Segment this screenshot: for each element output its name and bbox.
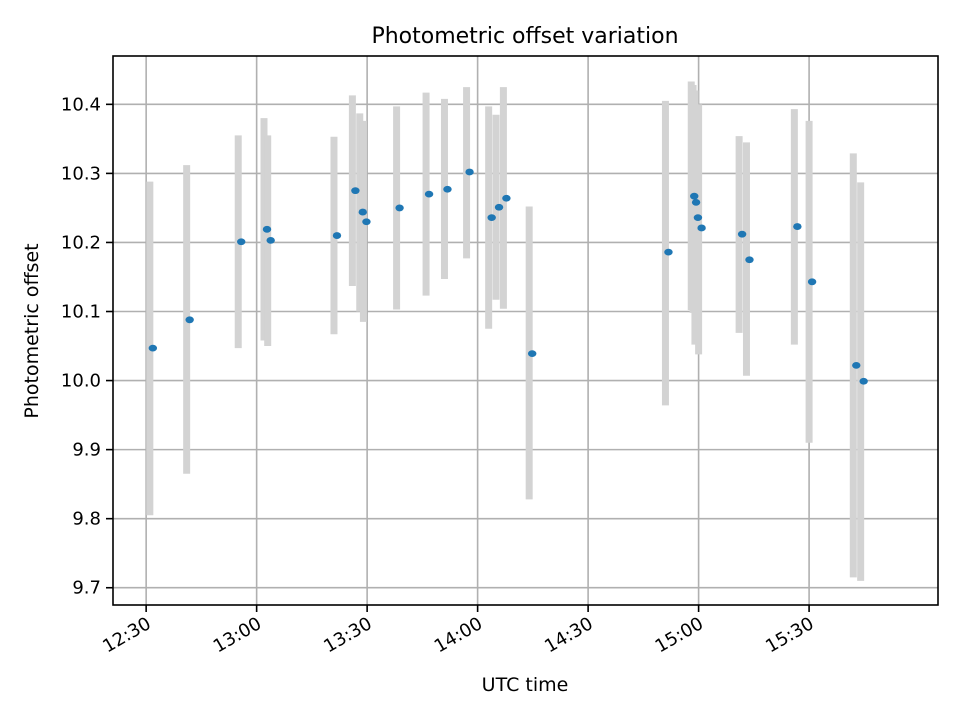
y-tick-label: 10.4 <box>61 94 101 115</box>
data-point <box>691 199 701 206</box>
data-point <box>690 192 699 200</box>
y-tick-label: 9.7 <box>72 578 101 599</box>
data-point <box>745 256 754 264</box>
data-point <box>395 204 404 212</box>
x-tick-label: 15:30 <box>762 613 817 657</box>
data-point <box>237 238 246 246</box>
data-point <box>424 190 434 198</box>
data-point <box>465 168 474 176</box>
y-axis-ticks: 9.7 9.8 9.9 10.0 10.1 10.2 10.3 10.4 <box>61 94 113 599</box>
data-point <box>487 214 496 221</box>
data-point <box>737 230 747 238</box>
data-point <box>148 344 158 352</box>
y-axis-label: Photometric offset <box>21 243 43 418</box>
y-tick-label: 9.9 <box>72 440 101 461</box>
plot-frame <box>112 55 939 606</box>
y-tick-label: 10.2 <box>61 232 101 253</box>
data-point <box>262 225 272 233</box>
data-point <box>266 236 275 244</box>
data-point <box>859 377 868 385</box>
data-point <box>793 223 802 230</box>
data-point <box>358 208 367 216</box>
x-tick-label: 13:00 <box>210 613 265 657</box>
x-tick-label: 14:30 <box>541 613 596 657</box>
data-point <box>494 203 504 211</box>
x-axis-label: UTC time <box>482 674 569 696</box>
y-tick-label: 10.0 <box>61 371 101 392</box>
data-point <box>664 248 673 256</box>
y-tick-label: 9.8 <box>72 509 101 530</box>
x-tick-label: 12:30 <box>99 613 154 657</box>
chart-title: Photometric offset variation <box>371 24 678 49</box>
x-tick-label: 14:00 <box>431 613 486 657</box>
data-point <box>332 232 342 239</box>
data-point <box>185 316 194 324</box>
x-axis-ticks: 12:30 13:00 13:30 14:00 14:30 15:00 15:30 <box>99 605 818 657</box>
data-point <box>852 361 861 369</box>
data-point <box>697 224 706 232</box>
x-tick-label: 15:00 <box>652 613 707 657</box>
data-point <box>807 278 817 286</box>
data-points <box>148 168 868 385</box>
data-point <box>443 185 452 193</box>
data-point <box>351 187 360 195</box>
x-tick-label: 13:30 <box>320 613 375 657</box>
data-point <box>362 218 371 226</box>
data-point <box>693 214 703 221</box>
data-point <box>502 194 511 202</box>
y-tick-label: 10.3 <box>61 163 101 184</box>
y-tick-label: 10.1 <box>61 302 101 323</box>
data-point <box>527 350 537 358</box>
